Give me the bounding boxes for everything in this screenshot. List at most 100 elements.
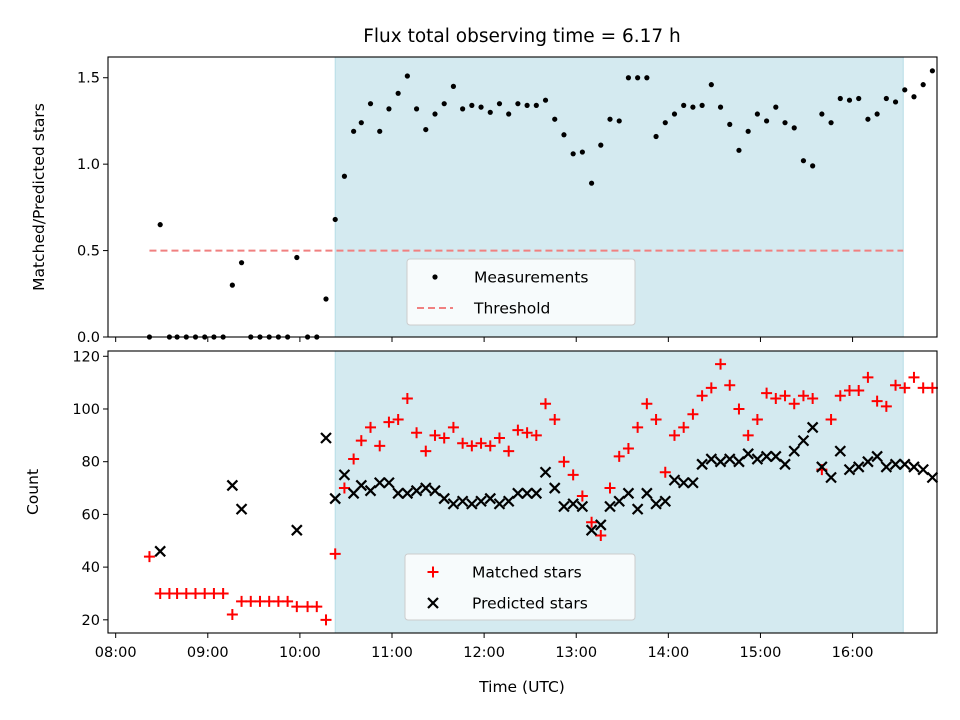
data-point xyxy=(834,390,846,402)
data-point xyxy=(254,595,266,607)
data-point xyxy=(788,445,801,457)
data-point xyxy=(438,492,450,505)
data-point xyxy=(825,471,837,484)
data-point xyxy=(460,106,466,112)
legend-label: Threshold xyxy=(473,300,550,318)
data-point xyxy=(374,440,386,452)
data-point xyxy=(797,434,810,447)
data-point xyxy=(521,427,533,439)
data-point xyxy=(871,395,883,407)
data-point xyxy=(558,456,570,468)
data-point xyxy=(625,75,632,81)
data-point xyxy=(143,551,155,563)
data-point xyxy=(447,498,460,510)
panel-count: 08:00 09:00 10:00 11:00 12:00 13:00 14:00 15:00… xyxy=(24,349,939,661)
data-point xyxy=(484,440,496,452)
data-point xyxy=(420,482,432,494)
data-point xyxy=(837,95,843,102)
data-point xyxy=(282,595,294,607)
data-point xyxy=(929,68,935,74)
data-point xyxy=(410,484,423,497)
data-point xyxy=(770,450,782,463)
data-point xyxy=(401,487,414,500)
y-tick-label: 0.5 xyxy=(77,244,100,260)
data-point xyxy=(917,382,929,394)
data-point xyxy=(871,450,883,463)
data-point xyxy=(429,484,441,497)
data-point xyxy=(238,260,245,266)
data-point xyxy=(180,587,192,599)
data-point xyxy=(229,282,235,288)
series-predicted-stars xyxy=(154,421,939,558)
data-point xyxy=(515,101,521,107)
data-point xyxy=(883,95,889,102)
data-point xyxy=(549,414,561,426)
data-point xyxy=(622,443,634,455)
data-point xyxy=(659,466,671,478)
data-point xyxy=(456,495,469,508)
data-point xyxy=(889,458,902,471)
data-point xyxy=(487,109,493,115)
data-point xyxy=(856,95,862,102)
data-point xyxy=(773,104,779,110)
data-point xyxy=(880,461,893,473)
data-point xyxy=(420,445,432,457)
data-point xyxy=(727,121,733,128)
data-point xyxy=(395,90,401,96)
data-point xyxy=(154,587,166,599)
data-point xyxy=(920,82,926,88)
data-point xyxy=(788,398,800,410)
data-point xyxy=(659,495,672,508)
data-point xyxy=(329,548,341,560)
data-point xyxy=(338,482,350,494)
data-point xyxy=(302,601,314,613)
data-point xyxy=(320,432,332,444)
data-point xyxy=(323,296,329,302)
y-tick-label: 80 xyxy=(82,455,100,471)
data-point xyxy=(548,482,561,494)
data-point xyxy=(890,379,902,391)
data-point xyxy=(635,75,641,81)
data-point xyxy=(754,111,760,117)
data-point xyxy=(631,503,644,515)
data-point xyxy=(502,495,515,508)
data-point xyxy=(622,487,635,500)
y-tick-label: 40 xyxy=(82,560,100,576)
data-point xyxy=(782,120,788,126)
data-point xyxy=(533,102,539,108)
data-point xyxy=(154,545,166,558)
data-point xyxy=(585,524,598,536)
data-point xyxy=(898,458,911,471)
legend-label: Matched stars xyxy=(472,564,582,582)
x-tick-label: 16:00 xyxy=(832,645,874,661)
data-point xyxy=(880,400,892,412)
data-point xyxy=(377,128,383,134)
data-point xyxy=(607,116,613,122)
y-axis-label: Count xyxy=(24,469,42,515)
x-tick-label: 15:00 xyxy=(740,645,782,661)
data-point xyxy=(733,403,745,415)
data-point xyxy=(392,414,404,426)
data-point xyxy=(496,101,503,107)
legend-label: Measurements xyxy=(474,269,589,287)
legend: Matched stars Predicted stars xyxy=(404,553,636,621)
data-point xyxy=(199,587,211,599)
data-point xyxy=(423,126,429,133)
data-point xyxy=(367,101,374,107)
x-axis-label: Time (UTC) xyxy=(478,678,565,696)
data-point xyxy=(696,390,708,402)
data-point xyxy=(383,476,395,489)
y-tick-label: 120 xyxy=(72,349,100,365)
data-point xyxy=(493,432,505,444)
data-point xyxy=(530,429,542,441)
data-point xyxy=(595,519,607,531)
data-point xyxy=(751,453,764,465)
data-point xyxy=(653,133,659,140)
data-point xyxy=(911,94,917,100)
data-point xyxy=(506,111,512,117)
data-point xyxy=(724,379,736,391)
data-point xyxy=(320,614,332,626)
data-point xyxy=(708,82,714,88)
data-point xyxy=(586,516,598,528)
